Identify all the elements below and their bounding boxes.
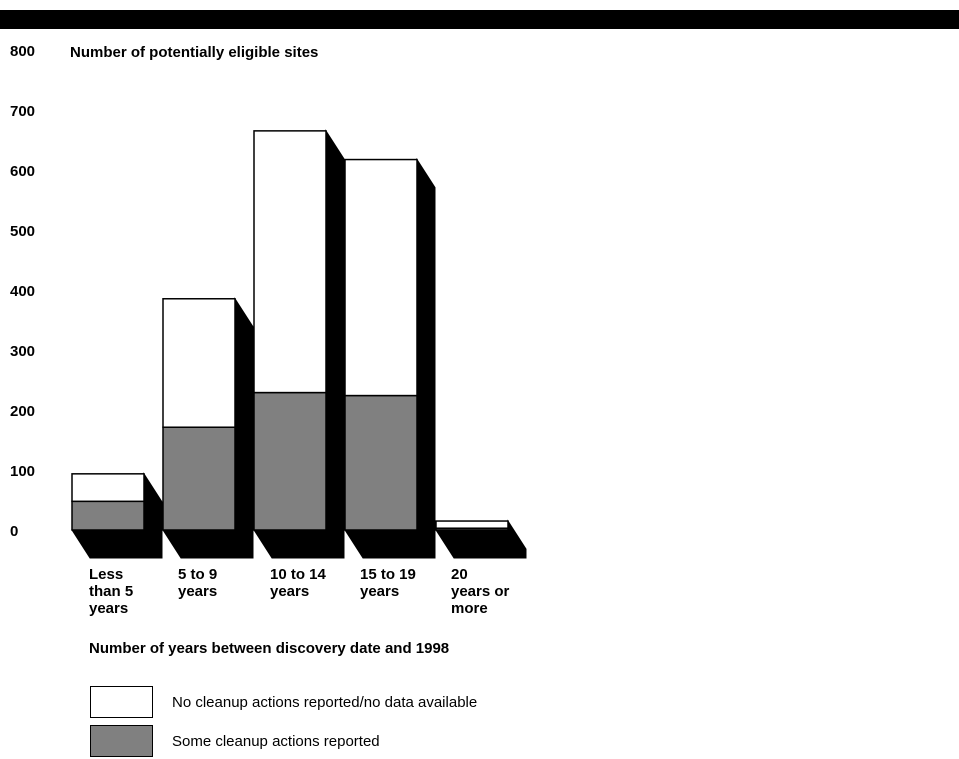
x-category-label: 15 to 19 years	[360, 566, 416, 600]
y-tick-label: 800	[10, 43, 36, 60]
bar-segment	[253, 130, 327, 394]
y-tick-label: 500	[10, 223, 36, 240]
legend-label: No cleanup actions reported/no data avai…	[172, 694, 478, 711]
y-tick-label: 100	[10, 463, 36, 480]
legend-swatch	[90, 725, 153, 757]
bar-segment	[71, 500, 145, 531]
top-rule	[0, 10, 959, 29]
y-tick-label: 200	[10, 403, 36, 420]
y-tick-label: 400	[10, 283, 36, 300]
y-tick-label: 700	[10, 103, 36, 120]
x-category-label: 5 to 9 years	[178, 566, 218, 600]
legend-label: Some cleanup actions reported	[172, 733, 380, 750]
bar-segment	[344, 394, 418, 531]
bar-segment	[162, 298, 236, 428]
y-axis-title: Number of potentially eligible sites	[70, 44, 319, 61]
x-category-label: 10 to 14 years	[270, 566, 326, 600]
bar-segment	[162, 426, 236, 531]
y-tick-label: 0	[10, 523, 19, 540]
y-tick-label: 600	[10, 163, 36, 180]
y-tick-label: 300	[10, 343, 36, 360]
bar-segment	[71, 473, 145, 503]
x-category-label: Less than 5 years	[89, 566, 134, 617]
x-category-label: 20 years or more	[451, 566, 510, 617]
bar-segment	[435, 520, 509, 529]
x-axis-title: Number of years between discovery date a…	[89, 640, 450, 657]
legend-swatch	[90, 686, 153, 718]
bar-segment	[344, 158, 418, 397]
bar-segment	[253, 391, 327, 531]
